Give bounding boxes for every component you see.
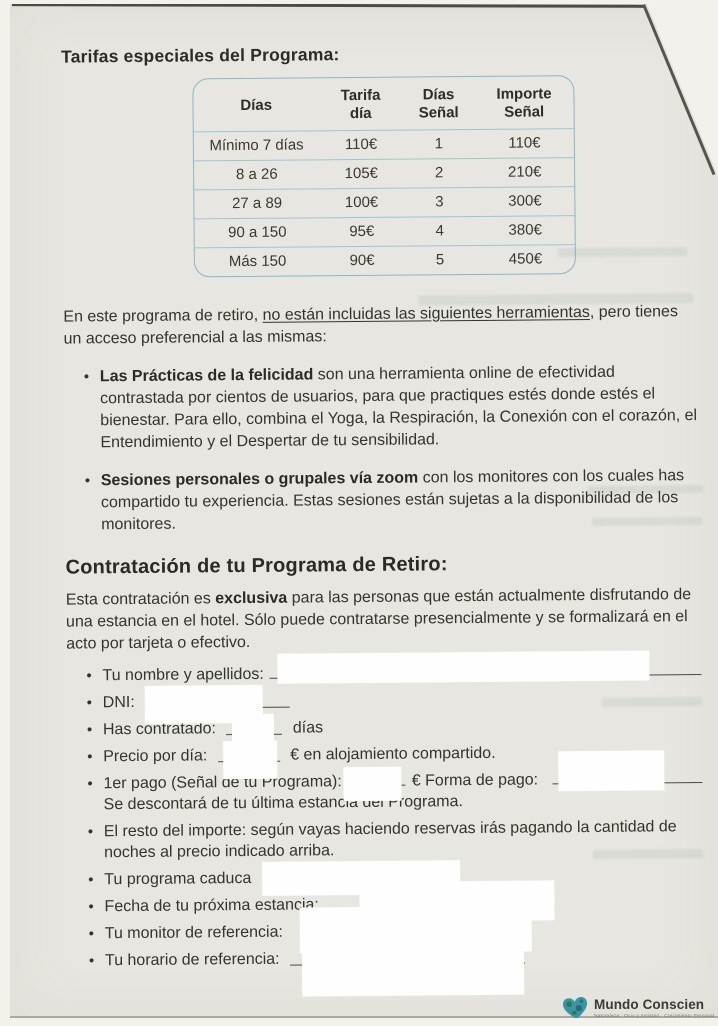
form-mid-label: € Forma de pago: — [411, 771, 539, 790]
redaction-box — [557, 750, 665, 792]
brand-logo: Mundo Conscien Naturaleza · Ocio y Amist… — [562, 990, 718, 1018]
page-title: Tarifas especiales del Programa: — [60, 44, 340, 67]
tool2-bold: Sesiones personales o grupales vía zoom — [100, 469, 419, 490]
table-row: 8 a 26 105€ 2 210€ — [193, 157, 575, 190]
form-item-horario: Tu horario de referencia: — [89, 932, 704, 997]
heart-logo-icon — [562, 996, 588, 1018]
tool-bullet-practicas: Las Prácticas de la felicidad son una he… — [84, 361, 700, 454]
cell-dias-senal: 3 — [403, 186, 476, 217]
blank-line — [343, 766, 406, 802]
tool1-bold: Las Prácticas de la felicidad — [99, 366, 314, 386]
redaction-box — [301, 932, 525, 997]
intro-underlined: no están incluidas las siguientes herram… — [262, 303, 590, 324]
table-row: 27 a 89 100€ 3 300€ — [194, 186, 575, 219]
redaction-box — [277, 650, 650, 684]
cell-dias-senal: 1 — [402, 128, 476, 159]
paper-edge-bottom — [10, 1016, 718, 1018]
tools-list: Las Prácticas de la felicidad son una he… — [64, 361, 700, 537]
form-item-dni: DNI: — [87, 684, 702, 724]
form-label: Precio por día: — [103, 747, 208, 766]
form-suffix: € en alojamiento compartido. — [290, 744, 496, 764]
scanned-page: Tarifas especiales del Programa: Días Ta… — [10, 4, 718, 1018]
table-row: Mínimo 7 días 110€ 1 110€ — [193, 128, 574, 161]
cell-dias: 90 a 150 — [194, 217, 321, 248]
form-label: Tu nombre y apellidos: — [102, 665, 264, 685]
brand-tagline: Naturaleza · Ocio y Amistad · Crecimient… — [594, 1012, 715, 1018]
blank-line — [269, 650, 702, 684]
header-importe-senal: Importe Señal — [496, 85, 552, 121]
cell-tarifa: 95€ — [319, 216, 404, 247]
contract-pre: Esta contratación es — [65, 590, 216, 609]
blank-line — [226, 713, 283, 749]
cell-importe: 300€ — [475, 186, 575, 216]
cell-importe: 380€ — [475, 215, 575, 245]
form-text: El resto del importe: según vayas hacien… — [103, 818, 677, 862]
form-item-nombre: Tu nombre y apellidos: — [86, 650, 702, 686]
contract-form-list: Tu nombre y apellidos: DNI: Has contrata… — [66, 650, 704, 997]
form-label: DNI: — [102, 693, 135, 712]
section-heading-contratacion: Contratación de tu Programa de Retiro: — [65, 553, 448, 579]
blank-line — [289, 932, 526, 997]
cell-dias: 8 a 26 — [193, 159, 320, 190]
header-dias: Días — [240, 96, 273, 115]
form-label: Fecha de tu próxima estancia: — [104, 896, 319, 916]
table-row: 90 a 150 95€ 4 380€ — [194, 215, 575, 248]
redaction-box — [222, 740, 277, 780]
cell-importe: 210€ — [475, 157, 575, 187]
cell-tarifa: 100€ — [319, 187, 404, 218]
blank-line — [145, 684, 291, 724]
form-label: Tu programa caduca — [104, 869, 252, 889]
table-row: Más 150 90€ 5 450€ — [194, 244, 575, 277]
pricing-table: Días Tarifa día Días Señal Importe Señal — [192, 75, 577, 278]
intro-paragraph: En este programa de retiro, no están inc… — [63, 301, 698, 351]
header-tarifa-dia: Tarifa día — [340, 86, 381, 123]
cell-dias: Mínimo 7 días — [193, 130, 320, 161]
cell-tarifa: 105€ — [319, 158, 404, 189]
cell-dias-senal: 4 — [403, 215, 476, 246]
table-header-row: Días Tarifa día Días Señal Importe Señal — [193, 76, 573, 131]
form-note-line: Se descontará de tu última estancia del … — [103, 793, 463, 814]
form-suffix: días — [292, 719, 324, 737]
cell-dias: 27 a 89 — [194, 188, 320, 219]
brand-name: Mundo Conscien — [594, 997, 705, 1012]
bleed-through-artifact — [557, 247, 688, 258]
contract-intro-paragraph: Esta contratación es exclusiva para las … — [66, 584, 702, 656]
intro-pre: En este programa de retiro, — [63, 306, 263, 326]
cell-dias-senal: 5 — [403, 244, 477, 275]
blank-line — [217, 740, 280, 780]
redaction-box — [343, 766, 402, 802]
cell-importe: 110€ — [474, 128, 574, 158]
page-content: Tarifas especiales del Programa: Días Ta… — [10, 4, 718, 1018]
form-label: Tu monitor de referencia: — [104, 923, 283, 943]
form-item-primer-pago: 1er pago (Señal de tu Programa): € Forma… — [87, 750, 703, 815]
cell-tarifa: 90€ — [320, 245, 404, 276]
blank-line — [551, 750, 703, 792]
contract-bold: exclusiva — [215, 589, 288, 608]
header-dias-senal: Días Señal — [418, 86, 459, 122]
form-item-resto-importe: El resto del importe: según vayas hacien… — [88, 816, 703, 863]
form-label: Tu horario de referencia: — [104, 950, 280, 970]
cell-dias-senal: 2 — [402, 157, 476, 188]
cell-dias: Más 150 — [194, 246, 321, 277]
cell-tarifa: 110€ — [319, 129, 403, 160]
tool-bullet-sesiones: Sesiones personales o grupales vía zoom … — [85, 465, 701, 536]
